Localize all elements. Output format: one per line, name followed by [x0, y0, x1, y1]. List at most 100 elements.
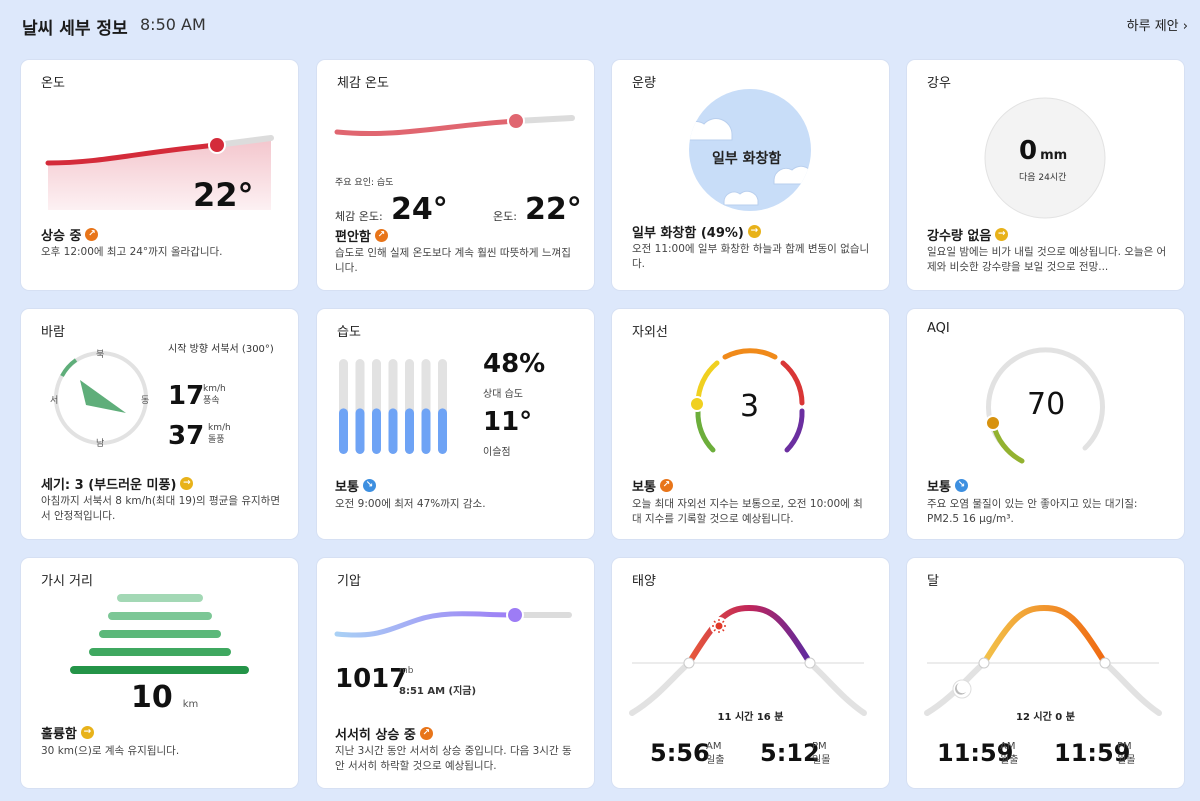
sunset-ampm: PM: [812, 741, 827, 752]
gust-label: 돌풍: [208, 435, 225, 445]
humidity-bar-fill: [388, 408, 398, 454]
description: 지난 3시간 동안 서서히 상승 중입니다. 다음 3시간 동안 서서히 하락할…: [335, 745, 572, 772]
current-feels-marker: [507, 112, 525, 130]
status-label: 상승 중 ↗: [41, 225, 99, 244]
chevron-right-icon: ›: [1182, 19, 1188, 34]
sunrise-ampm: AM: [706, 741, 722, 752]
sun-card[interactable]: 태양 11 시간 16 분 5:56 AM 일출 5:12 PM 일몰: [612, 558, 889, 788]
feels-like-card[interactable]: 체감 온도 주요 요인: 습도 체감 온도: 24° 온도: 22° 편안함 ↗ …: [317, 60, 594, 290]
aqi-value: 70: [1027, 387, 1066, 422]
current-temp-marker: [208, 136, 226, 154]
moonset-label: 월몰: [1117, 755, 1136, 766]
compass-west: 서: [50, 396, 59, 406]
status-label: 일부 화창함 (49%) →: [632, 222, 761, 241]
uv-gauge: [689, 348, 805, 453]
trend-up-icon: ↗: [374, 229, 388, 242]
humidity-bar-fill: [355, 408, 365, 454]
description: 오전 9:00에 최저 47%까지 감소.: [335, 498, 486, 510]
description: 일요일 밤에는 비가 내릴 것으로 예상됩니다. 오늘은 어제와 비슷한 강수량…: [927, 246, 1167, 273]
cloud-center-label: 일부 화창함: [712, 151, 782, 167]
trend-steady-icon: →: [80, 726, 94, 739]
status-label: 편안함 ↗: [335, 226, 388, 245]
card-title: 바람: [41, 325, 65, 340]
description: 오전 11:00에 일부 화창한 하늘과 함께 변동이 없습니다.: [632, 243, 870, 270]
gust-unit-group: km/h 돌풍: [208, 422, 231, 446]
daily-suggestion-link[interactable]: 하루 제안 ›: [1127, 15, 1188, 34]
status-label: 보통 ↘: [927, 476, 968, 495]
humidity-bar-fill: [405, 408, 414, 454]
humidity-bar-fill: [438, 408, 447, 454]
pressure-card[interactable]: 기압 1017 mb 8:51 AM (지금) 서서히 상승 중 ↗ 지난 3시간…: [317, 558, 594, 788]
precipitation-window: 다음 24시간: [1019, 173, 1067, 183]
temperature-card[interactable]: 온도 22° 상승 중 ↗ 오후 12:00에 최고 24°까지 올라갑니다.: [21, 60, 298, 290]
card-title: AQI: [927, 321, 950, 336]
current-time: 8:50 AM: [140, 15, 206, 34]
visibility-graphic: [70, 594, 249, 674]
aqi-card[interactable]: AQI 70 보통 ↘ 주요 오염 물질이 있는 안 좋아지고 있는 대기질: P…: [907, 309, 1184, 539]
card-title: 습도: [337, 325, 361, 340]
pressure-value: 1017: [335, 664, 408, 694]
visibility-unit: km: [182, 699, 199, 710]
moonset-meta: PM 월몰: [1117, 740, 1135, 768]
humidity-value-label: 상대 습도: [483, 389, 523, 400]
card-title: 운량: [632, 76, 656, 91]
humidity-bar-fill: [421, 408, 431, 454]
daylight-duration: 11 시간 16 분: [717, 712, 784, 723]
page-title: 날씨 세부 정보: [22, 19, 128, 39]
card-title: 기압: [337, 574, 361, 589]
trend-steady-icon: →: [180, 477, 194, 490]
humidity-value: 48%: [483, 349, 546, 379]
trend-down-icon: ↘: [954, 479, 968, 492]
uv-value: 3: [740, 389, 760, 424]
moon-card[interactable]: 달 12 시간 0 분 11:59 AM 월출 11:59 PM 월몰: [907, 558, 1184, 788]
sunset-time: 5:12: [760, 739, 820, 767]
description: 주요 오염 물질이 있는 안 좋아지고 있는 대기질: PM2.5 16 μg/…: [927, 498, 1138, 525]
moonrise-time: 11:59: [937, 739, 1014, 767]
card-title: 달: [927, 574, 939, 589]
moonrise-label: 월출: [1000, 755, 1019, 766]
card-title: 자외선: [632, 325, 668, 340]
visibility-value-group: 10 km: [131, 680, 198, 715]
sunrise-time: 5:56: [650, 739, 710, 767]
current-pressure-marker: [506, 606, 524, 624]
card-title: 온도: [41, 76, 65, 91]
wind-card[interactable]: 바람 북 서 동 남 시작 방향 서북서 (300°) 17 km/h 풍속 37…: [21, 309, 298, 539]
main-factor: 주요 요인: 습도: [335, 178, 394, 188]
sunset-meta: PM 일몰: [812, 740, 830, 768]
wind-speed-value: 17: [168, 381, 205, 411]
compass-south: 남: [96, 439, 105, 449]
uv-marker: [689, 396, 705, 412]
description: 오후 12:00에 최고 24°까지 올라갑니다.: [41, 246, 223, 258]
pressure-unit: mb: [399, 666, 414, 676]
moon-arc: [924, 604, 1162, 716]
dew-point-value: 11°: [483, 407, 533, 437]
precipitation-card[interactable]: 강우 0 mm 다음 24시간 강수량 없음 → 일요일 밤에는 비가 내릴 것으로…: [907, 60, 1184, 290]
temperature-graph: [45, 135, 274, 210]
feels-like-graph: [334, 112, 575, 137]
status-label: 세기: 3 (부드러운 미풍) →: [41, 474, 194, 493]
wind-direction-text: 시작 방향 서북서 (300°): [168, 344, 274, 355]
description: 30 km(으)로 계속 유지됩니다.: [41, 745, 180, 757]
sunrise-label: 일출: [706, 755, 725, 766]
precipitation-value: 0: [1019, 136, 1038, 166]
trend-steady-icon: →: [995, 228, 1009, 241]
gust-unit: km/h: [208, 423, 231, 433]
card-title: 체감 온도: [337, 76, 389, 91]
temperature-value: 22°: [193, 176, 254, 214]
uv-index-card[interactable]: 자외선 3 보통 ↗ 오늘 최대 자외선 지수는 보통으로, 오전 10:00에 …: [612, 309, 889, 539]
dew-point-label: 이슬점: [483, 447, 511, 458]
card-title: 태양: [632, 574, 656, 589]
sunset-label: 일몰: [812, 755, 831, 766]
humidity-card[interactable]: 습도 48% 상대 습도 11° 이슬점 보통 ↘ 오전 9:00에 최저 47%…: [317, 309, 594, 539]
visibility-card[interactable]: 가시 거리 10 km 훌륭함 → 30 km(으)로 계속 유지됩니다.: [21, 558, 298, 788]
precipitation-unit: mm: [1040, 148, 1068, 163]
wind-direction-arrow: [80, 380, 126, 413]
trend-up-icon: ↗: [85, 228, 99, 241]
cloud-cover-graphic: [689, 89, 811, 211]
cloud-cover-card[interactable]: 운량 일부 화창함 일부 화창함 (49%) → 오전 11:00에 일부 화창한…: [612, 60, 889, 290]
card-title: 강우: [927, 76, 951, 91]
daily-suggestion-label: 하루 제안: [1126, 19, 1179, 34]
sunrise-meta: AM 일출: [706, 740, 724, 768]
moon-duration: 12 시간 0 분: [1016, 712, 1075, 723]
wind-speed-label: 풍속: [203, 396, 220, 406]
